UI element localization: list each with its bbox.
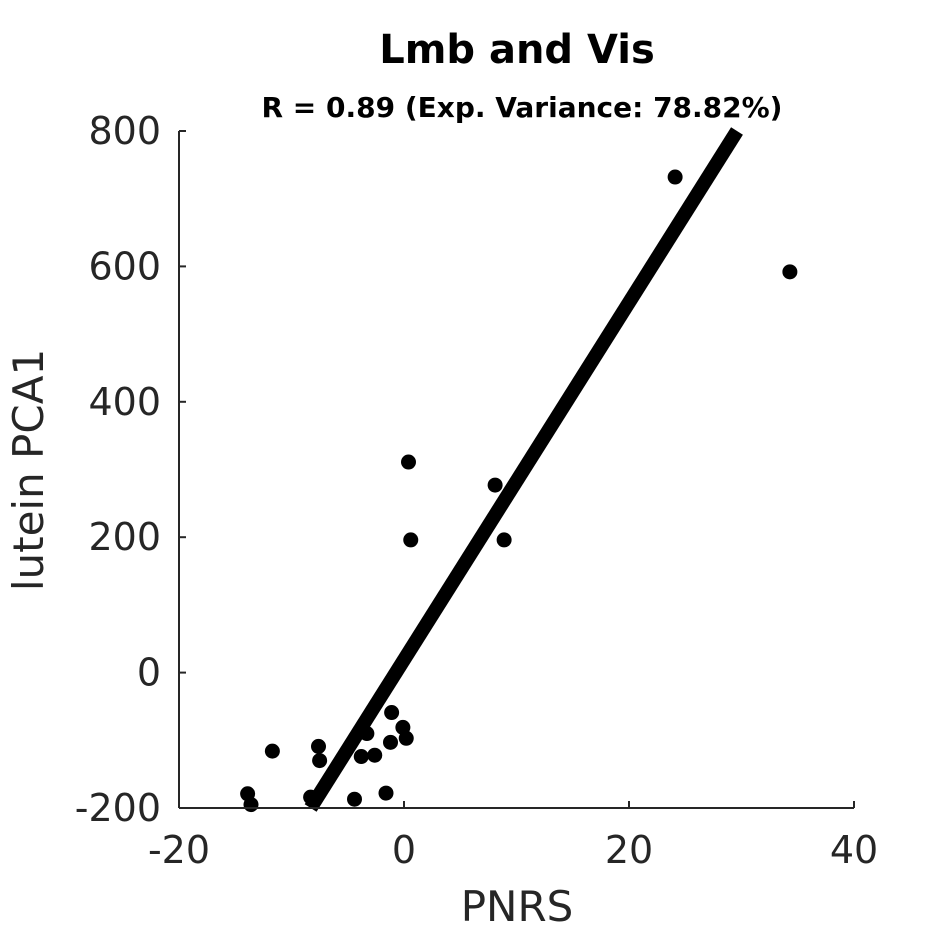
data-point-1 — [667, 169, 683, 185]
y-tick-label: -200 — [75, 786, 161, 830]
y-axis-ticks: -200 0 200 400 600 800 — [75, 109, 186, 830]
data-point-11 — [383, 734, 398, 750]
x-tick-label: 40 — [830, 828, 878, 872]
data-point-13 — [311, 738, 326, 754]
data-point-16 — [367, 747, 383, 763]
data-point-6 — [496, 532, 512, 548]
data-point-2 — [782, 264, 798, 280]
data-point-4 — [487, 477, 503, 493]
y-tick-label: 400 — [88, 380, 161, 424]
data-point-18 — [243, 797, 259, 813]
data-point-10 — [359, 726, 375, 742]
data-point-14 — [312, 753, 328, 769]
data-point-21 — [378, 785, 394, 801]
y-tick-label: 200 — [88, 515, 161, 559]
x-tick-label: 0 — [392, 828, 416, 872]
data-point-15 — [353, 749, 369, 765]
x-axis-label: PNRS — [461, 882, 574, 931]
fit-line — [304, 127, 743, 812]
data-point-12 — [264, 743, 280, 759]
y-tick-label: 0 — [137, 651, 161, 695]
chart-subtitle: R = 0.89 (Exp. Variance: 78.82%) — [262, 91, 783, 124]
data-point-3 — [401, 454, 416, 470]
y-tick-label: 600 — [88, 244, 161, 288]
y-tick-label: 800 — [88, 109, 161, 153]
plot-area — [240, 127, 798, 813]
chart-title: Lmb and Vis — [379, 27, 655, 73]
data-point-20 — [347, 791, 362, 807]
x-axis-ticks: -20 0 20 40 — [148, 801, 878, 872]
y-axis-label: lutein PCA1 — [4, 349, 53, 591]
x-tick-label: -20 — [148, 828, 210, 872]
x-tick-label: 20 — [605, 828, 653, 872]
data-point-9 — [398, 730, 414, 746]
data-point-19 — [303, 789, 319, 805]
data-point-5 — [403, 532, 419, 548]
data-point-7 — [384, 705, 400, 721]
